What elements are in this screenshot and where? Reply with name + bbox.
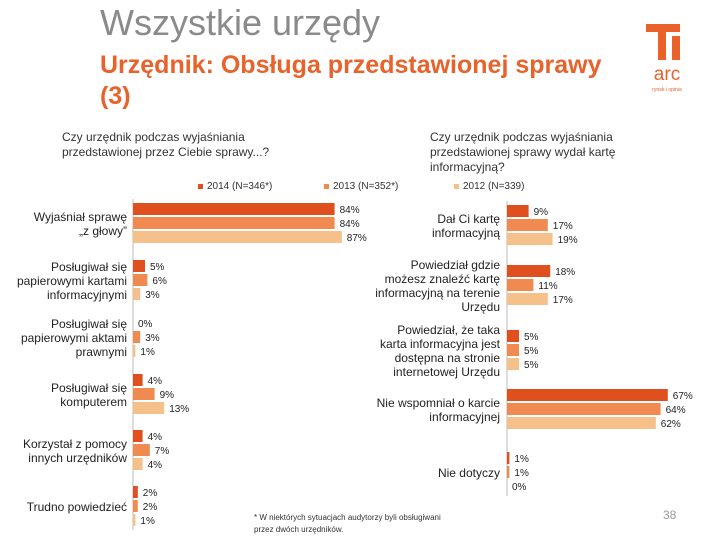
left-chart-category-label-5: Trudno powiedzieć — [27, 500, 127, 514]
left-chart-bar-2012-4 — [133, 458, 143, 470]
right-chart-bar-2013-2 — [507, 344, 519, 356]
left-chart-bar-2013-4 — [133, 444, 150, 456]
legend-label-2012: 2012 (N=339) — [463, 181, 525, 192]
logo-subtext: rynek i opinia — [652, 87, 682, 93]
right-chart-value-label-2014-0: 9% — [534, 207, 549, 218]
slide-title: Wszystkie urzędy — [100, 2, 381, 43]
left-chart-value-label-2014-1: 5% — [150, 262, 165, 273]
right-chart-category-label-1: Powiedział gdzie możesz znaleźć kartę info… — [375, 258, 500, 314]
right-chart-value-label-2014-4: 1% — [514, 454, 529, 465]
right-chart-value-label-2014-2: 5% — [524, 332, 539, 343]
left-chart-bar-2014-0 — [133, 203, 335, 215]
left-question: Czy urzędnik podczas wyjaśniania przedst… — [62, 130, 270, 159]
right-chart-bar-2014-2 — [507, 330, 519, 342]
page-number: 38 — [663, 508, 677, 522]
legend-item-2014: 2014 (N=346*) — [198, 181, 272, 192]
right-chart-bar-2012-1 — [507, 293, 548, 305]
left-chart-value-label-2012-2: 1% — [140, 347, 155, 358]
footnote: * W niektórych sytuacjach audytorzy byli… — [254, 513, 441, 534]
left-chart-value-label-2012-5: 1% — [140, 516, 155, 527]
left-chart-bar-2014-4 — [133, 430, 143, 442]
left-chart-value-label-2013-1: 6% — [152, 276, 167, 287]
right-chart-bar-2012-2 — [507, 358, 519, 370]
left-chart-category-label-2: Posługiwał się papierowymi aktami prawnymi — [21, 317, 127, 359]
right-chart-value-label-2012-1: 17% — [553, 295, 573, 306]
legend-item-2013: 2013 (N=352*) — [324, 181, 398, 192]
left-chart-bar-2012-0 — [133, 231, 342, 243]
right-chart-bar-2013-1 — [507, 279, 534, 291]
right-question: Czy urzędnik podczas wyjaśniania przedst… — [430, 130, 616, 174]
left-chart-value-label-2013-3: 9% — [160, 390, 175, 401]
left-chart-category-label-0: Wyjaśniał sprawę „z głowy” — [34, 210, 128, 238]
legend-label-2014: 2014 (N=346*) — [207, 181, 273, 192]
right-chart-value-label-2013-2: 5% — [524, 346, 539, 357]
left-chart-value-label-2013-5: 2% — [143, 502, 158, 513]
left-chart-bar-2012-3 — [133, 402, 165, 414]
left-chart-value-label-2014-5: 2% — [143, 488, 158, 499]
legend-swatch-2014 — [198, 184, 203, 189]
left-chart-category-label-1: Posługiwał się papierowymi kartami informa… — [17, 260, 127, 302]
left-chart-value-label-2014-2: 0% — [138, 319, 153, 330]
right-chart-value-label-2012-4: 0% — [512, 482, 527, 493]
chart-legend: 2014 (N=346*) 2013 (N=352*) 2012 (N=339) — [0, 181, 720, 195]
left-chart-bar-2013-3 — [133, 388, 155, 400]
arc-logo: arc rynek i opinia — [646, 24, 682, 93]
right-chart-category-label-3: Nie wspomniał o karcie informacyjnej — [377, 396, 501, 424]
right-chart-bar-2014-3 — [507, 389, 668, 401]
legend-label-2013: 2013 (N=352*) — [333, 181, 399, 192]
right-chart-value-label-2012-2: 5% — [524, 360, 539, 371]
left-chart-value-label-2013-4: 7% — [155, 446, 170, 457]
right-chart-bar-2014-4 — [507, 452, 510, 464]
left-chart-category-label-4: Korzystał z pomocy innych urzędników — [23, 437, 127, 465]
right-chart-value-label-2013-4: 1% — [514, 468, 529, 479]
right-chart-bar-2013-3 — [507, 403, 661, 415]
right-chart-category-label-2: Powiedział, że taka karta informacyjna je… — [380, 323, 501, 379]
left-chart-value-label-2012-1: 3% — [145, 290, 160, 301]
right-chart-bar-2013-0 — [507, 219, 548, 231]
left-chart-value-label-2012-4: 4% — [148, 460, 163, 471]
left-chart-bar-2013-2 — [133, 331, 141, 343]
right-chart-value-label-2012-3: 62% — [661, 419, 681, 430]
left-chart-value-label-2014-0: 84% — [340, 205, 360, 216]
left-chart-bar-2012-5 — [133, 514, 136, 526]
legend-swatch-2013 — [324, 184, 329, 189]
right-chart-bar-2012-0 — [507, 233, 553, 245]
legend-item-2012: 2012 (N=339) — [454, 181, 524, 192]
left-chart-bar-2014-5 — [133, 486, 138, 498]
left-chart-value-label-2014-3: 4% — [148, 376, 163, 387]
right-chart-bar-2014-1 — [507, 265, 551, 277]
left-chart-value-label-2012-0: 87% — [347, 233, 367, 244]
right-chart-value-label-2013-1: 11% — [538, 281, 557, 292]
left-chart-bar-2014-3 — [133, 374, 143, 386]
left-chart-bar-2013-0 — [133, 217, 335, 229]
right-chart-bar-2013-4 — [507, 466, 510, 478]
right-chart-value-label-2014-1: 18% — [555, 267, 575, 278]
left-chart-bar-2014-1 — [133, 260, 145, 272]
left-chart-bar-2013-5 — [133, 500, 138, 512]
right-chart-category-label-0: Dał Ci kartę informacyjną — [432, 212, 500, 240]
right-chart-bar-2012-3 — [507, 417, 656, 429]
logo-text: arc — [654, 64, 680, 85]
left-chart-value-label-2013-0: 84% — [340, 219, 360, 230]
right-chart-value-label-2013-0: 17% — [553, 221, 573, 232]
legend-swatch-2012 — [454, 184, 459, 189]
right-chart-bar-2014-0 — [507, 205, 529, 217]
left-chart-bar-2013-1 — [133, 274, 148, 286]
left-chart-value-label-2012-3: 13% — [169, 404, 189, 415]
left-chart-value-label-2013-2: 3% — [145, 333, 160, 344]
left-chart-category-label-3: Posługiwał się komputerem — [51, 381, 127, 409]
left-chart-value-label-2014-4: 4% — [148, 432, 163, 443]
right-chart-category-label-4: Nie dotyczy — [438, 466, 500, 480]
left-chart-bar-2012-2 — [133, 345, 136, 357]
right-chart-value-label-2014-3: 67% — [673, 391, 693, 402]
right-chart-value-label-2012-0: 19% — [558, 235, 578, 246]
left-chart-bar-2012-1 — [133, 288, 141, 300]
slide-subtitle: Urzędnik: Obsługa przedstawionej sprawy … — [100, 51, 602, 110]
right-chart-value-label-2013-3: 64% — [666, 405, 686, 416]
